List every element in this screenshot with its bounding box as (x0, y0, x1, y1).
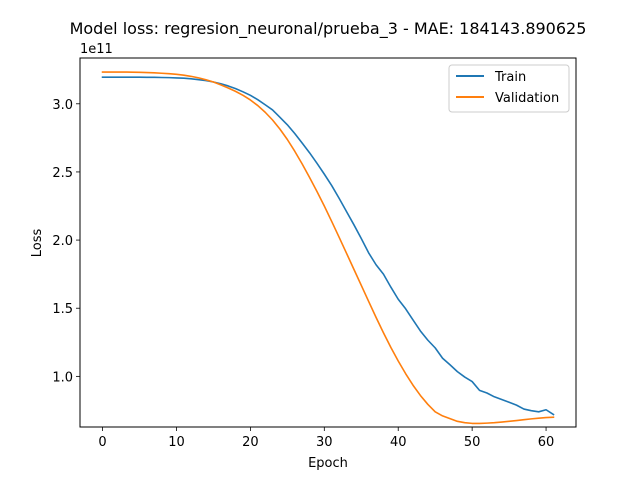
series-layer (101, 71, 555, 425)
legend-label-train: Train (494, 70, 526, 85)
legend: Train Validation (448, 64, 570, 113)
x-tick-label: 0 (98, 435, 106, 450)
y-axis-offset-label: 1e11 (80, 42, 113, 57)
y-tick-label: 2.0 (52, 234, 73, 249)
y-tick-label: 1.5 (52, 302, 73, 317)
x-tick-label: 60 (538, 435, 555, 450)
x-tick-label: 30 (316, 435, 333, 450)
y-tick-label: 1.0 (52, 370, 73, 385)
x-axis-label: Epoch (308, 456, 348, 471)
series-line-train (101, 76, 555, 416)
chart-title: Model loss: regresion_neuronal/prueba_3 … (70, 19, 587, 39)
y-tick-label: 3.0 (52, 98, 73, 113)
x-tick-label: 10 (168, 435, 185, 450)
legend-label-validation: Validation (495, 91, 559, 106)
y-axis-label: Loss (30, 229, 45, 258)
x-axis-ticks: 0 10 20 30 40 50 60 (98, 427, 554, 450)
x-tick-label: 50 (464, 435, 481, 450)
x-tick-label: 20 (242, 435, 259, 450)
y-tick-label: 2.5 (52, 166, 73, 181)
axes-frame (79, 57, 577, 428)
x-tick-label: 40 (390, 435, 407, 450)
series-line-validation (101, 71, 555, 425)
y-axis-ticks: 1.0 1.5 2.0 2.5 3.0 (52, 98, 80, 385)
plot-area (79, 57, 577, 428)
